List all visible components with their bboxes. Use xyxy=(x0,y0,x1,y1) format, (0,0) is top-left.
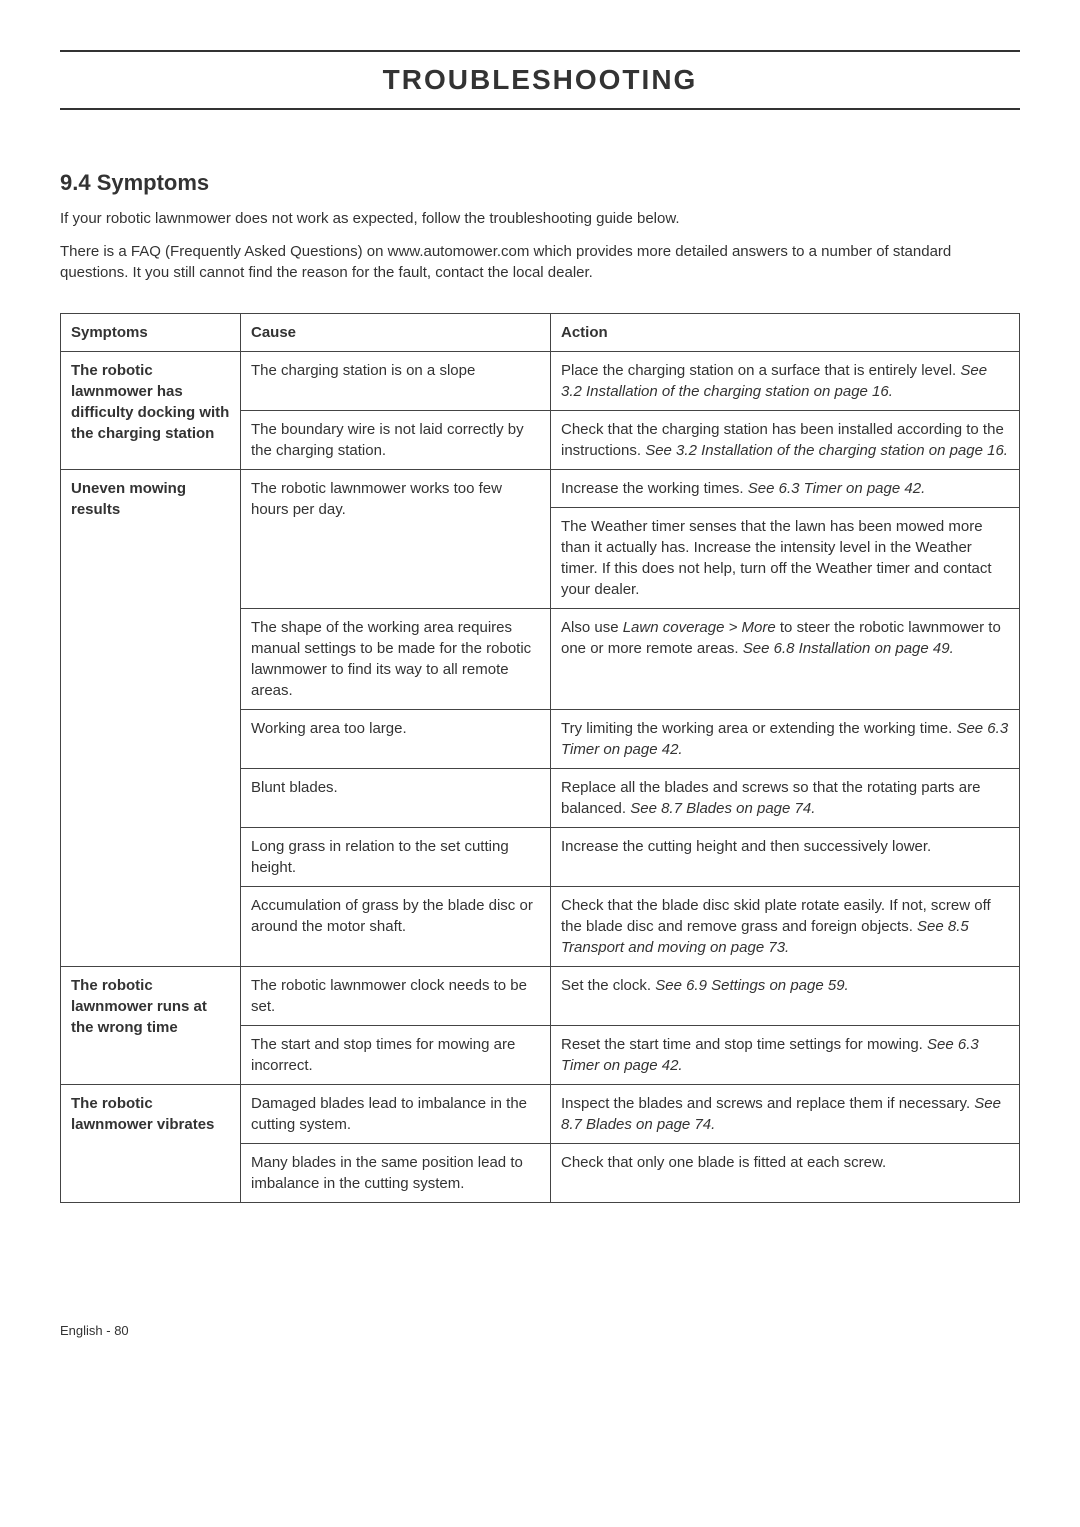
action-cell: Check that the blade disc skid plate rot… xyxy=(551,887,1020,967)
symptom-cell: The robotic lawnmower vibrates xyxy=(61,1085,241,1203)
action-text: Reset the start time and stop time setti… xyxy=(561,1036,927,1053)
cause-cell: Many blades in the same position lead to… xyxy=(241,1144,551,1203)
bottom-rule xyxy=(60,108,1020,110)
action-cell: Try limiting the working area or extendi… xyxy=(551,710,1020,769)
intro-paragraph-2: There is a FAQ (Frequently Asked Questio… xyxy=(60,241,1020,283)
intro-paragraph-1: If your robotic lawnmower does not work … xyxy=(60,208,1020,229)
action-text: Inspect the blades and screws and replac… xyxy=(561,1095,974,1112)
section-heading: 9.4 Symptoms xyxy=(60,170,1020,196)
action-ref: See 8.7 Blades on page 74. xyxy=(630,800,815,817)
header-symptoms: Symptoms xyxy=(61,314,241,352)
action-cell: Set the clock. See 6.9 Settings on page … xyxy=(551,967,1020,1026)
action-cell: Increase the cutting height and then suc… xyxy=(551,828,1020,887)
symptom-cell: The robotic lawnmower runs at the wrong … xyxy=(61,967,241,1085)
action-ref: See 6.3 Timer on page 42. xyxy=(748,480,925,497)
action-text: Try limiting the working area or extendi… xyxy=(561,720,956,737)
action-ref: Lawn coverage > More xyxy=(623,619,776,636)
action-text: Set the clock. xyxy=(561,977,655,994)
action-text: Increase the working times. xyxy=(561,480,748,497)
action-cell: Also use Lawn coverage > More to steer t… xyxy=(551,609,1020,710)
top-rule xyxy=(60,50,1020,52)
action-cell: Replace all the blades and screws so tha… xyxy=(551,769,1020,828)
cause-cell: The boundary wire is not laid correctly … xyxy=(241,411,551,470)
table-row: Uneven mowing results The robotic lawnmo… xyxy=(61,470,1020,508)
cause-cell: Long grass in relation to the set cuttin… xyxy=(241,828,551,887)
cause-cell: Blunt blades. xyxy=(241,769,551,828)
cause-cell: Accumulation of grass by the blade disc … xyxy=(241,887,551,967)
table-row: The robotic lawnmower has difficulty doc… xyxy=(61,352,1020,411)
header-action: Action xyxy=(551,314,1020,352)
action-ref: See 6.8 Installation on page 49. xyxy=(743,640,954,657)
action-ref: See 3.2 Installation of the charging sta… xyxy=(645,442,1008,459)
action-ref: See 6.9 Settings on page 59. xyxy=(655,977,848,994)
cause-cell: The shape of the working area requires m… xyxy=(241,609,551,710)
cause-cell: The charging station is on a slope xyxy=(241,352,551,411)
symptom-cell: Uneven mowing results xyxy=(61,470,241,967)
troubleshooting-table: Symptoms Cause Action The robotic lawnmo… xyxy=(60,313,1020,1203)
table-row: The robotic lawnmower runs at the wrong … xyxy=(61,967,1020,1026)
page-footer: English - 80 xyxy=(60,1323,1020,1338)
table-header-row: Symptoms Cause Action xyxy=(61,314,1020,352)
action-cell: The Weather timer senses that the lawn h… xyxy=(551,508,1020,609)
action-cell: Inspect the blades and screws and replac… xyxy=(551,1085,1020,1144)
action-cell: Check that the charging station has been… xyxy=(551,411,1020,470)
action-cell: Increase the working times. See 6.3 Time… xyxy=(551,470,1020,508)
cause-cell: Working area too large. xyxy=(241,710,551,769)
header-cause: Cause xyxy=(241,314,551,352)
table-row: The robotic lawnmower vibrates Damaged b… xyxy=(61,1085,1020,1144)
action-text: Place the charging station on a surface … xyxy=(561,362,960,379)
action-cell: Reset the start time and stop time setti… xyxy=(551,1026,1020,1085)
cause-cell: The robotic lawnmower works too few hour… xyxy=(241,470,551,609)
cause-cell: Damaged blades lead to imbalance in the … xyxy=(241,1085,551,1144)
action-cell: Place the charging station on a surface … xyxy=(551,352,1020,411)
action-cell: Check that only one blade is fitted at e… xyxy=(551,1144,1020,1203)
symptom-cell: The robotic lawnmower has difficulty doc… xyxy=(61,352,241,470)
cause-cell: The robotic lawnmower clock needs to be … xyxy=(241,967,551,1026)
action-text: Also use xyxy=(561,619,623,636)
cause-cell: The start and stop times for mowing are … xyxy=(241,1026,551,1085)
page-title: TROUBLESHOOTING xyxy=(60,64,1020,108)
